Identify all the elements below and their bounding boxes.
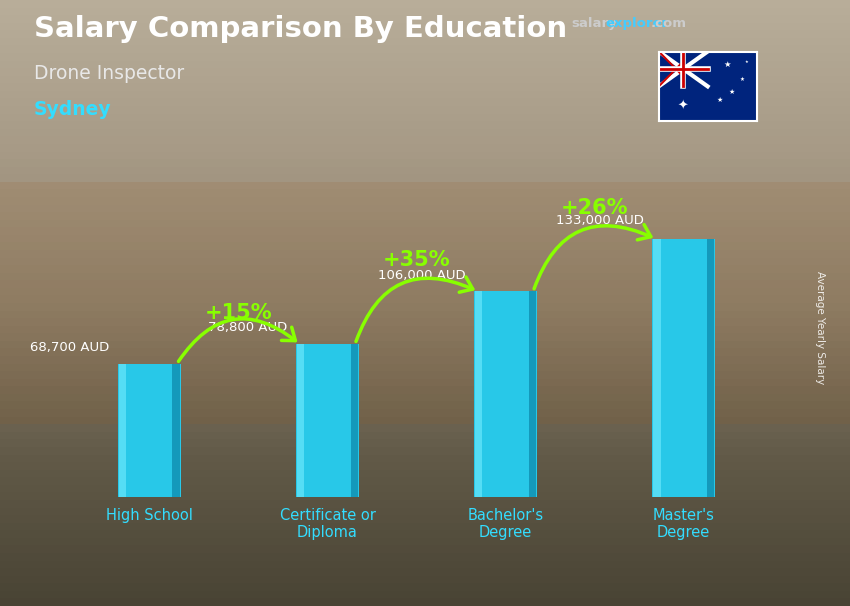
Bar [350, 344, 358, 497]
Text: salary: salary [571, 17, 617, 30]
Bar [119, 364, 127, 497]
FancyArrowPatch shape [178, 319, 296, 361]
Text: ★: ★ [729, 89, 735, 95]
Text: explorer: explorer [605, 17, 668, 30]
Text: +35%: +35% [382, 250, 450, 270]
Text: 133,000 AUD: 133,000 AUD [556, 215, 643, 227]
Text: ✦: ✦ [678, 99, 689, 112]
Bar [475, 291, 483, 497]
Bar [706, 239, 714, 497]
Bar [529, 291, 536, 497]
Bar [474, 291, 536, 497]
Bar [173, 364, 180, 497]
Text: Drone Inspector: Drone Inspector [34, 64, 184, 82]
Text: 68,700 AUD: 68,700 AUD [30, 341, 110, 354]
Text: ★: ★ [745, 60, 749, 64]
Bar [653, 239, 660, 497]
Bar [653, 239, 715, 497]
Bar [118, 364, 180, 497]
Bar [297, 344, 304, 497]
Text: ★: ★ [740, 77, 745, 82]
Text: Sydney: Sydney [34, 100, 111, 119]
Text: +26%: +26% [561, 198, 628, 218]
Text: Average Yearly Salary: Average Yearly Salary [815, 271, 825, 384]
Text: 78,800 AUD: 78,800 AUD [208, 321, 287, 335]
FancyArrowPatch shape [534, 225, 651, 288]
Text: ★: ★ [723, 59, 731, 68]
Text: Salary Comparison By Education: Salary Comparison By Education [34, 15, 567, 43]
Text: 106,000 AUD: 106,000 AUD [378, 268, 466, 282]
Text: .com: .com [651, 17, 687, 30]
Bar [297, 344, 359, 497]
Text: +15%: +15% [205, 303, 272, 323]
FancyArrowPatch shape [356, 277, 473, 342]
Text: ★: ★ [717, 98, 723, 103]
